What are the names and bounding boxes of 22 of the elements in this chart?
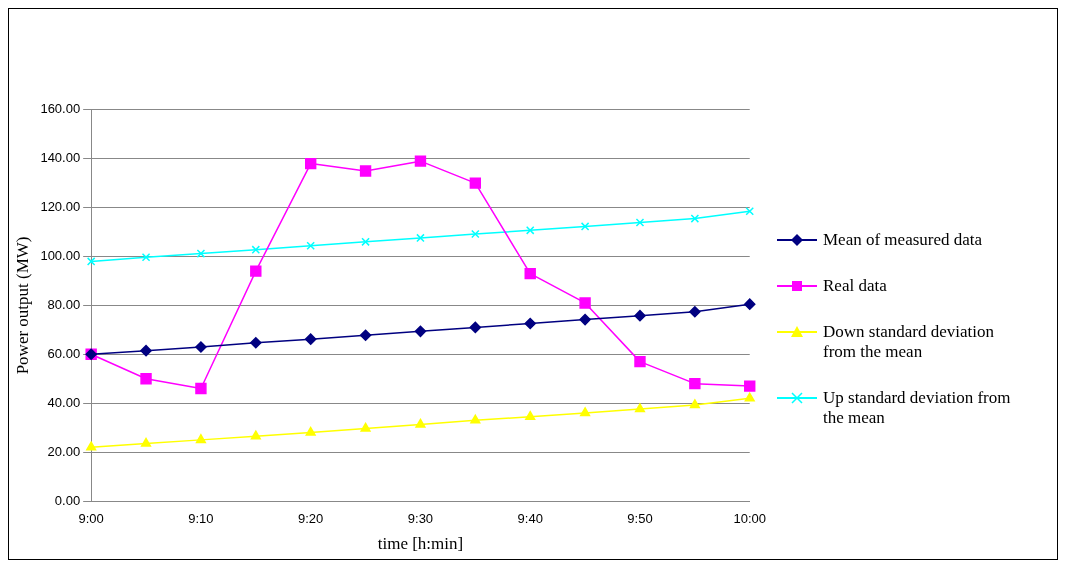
y-tick-label: 120.00 xyxy=(40,199,81,215)
x-tick-label: 9:40 xyxy=(517,511,543,527)
y-tick-label: 100.00 xyxy=(40,248,81,264)
y-tick-label: 60.00 xyxy=(47,345,81,361)
y-tick-label: 40.00 xyxy=(47,394,81,410)
y-tick-label: 20.00 xyxy=(47,443,81,459)
legend-label: Mean of measured data xyxy=(823,230,983,250)
y-tick-label: 140.00 xyxy=(40,150,81,166)
legend-label: Up standard deviation from the mean xyxy=(823,388,1012,428)
y-axis-title: Power output (MW) xyxy=(12,236,32,375)
y-tick-label: 160.00 xyxy=(40,101,81,117)
y-tick-label: 0.00 xyxy=(54,492,81,508)
x-tick-label: 9:10 xyxy=(188,511,214,527)
x-tick-label: 9:30 xyxy=(407,511,434,527)
legend-label: Real data xyxy=(823,276,887,296)
x-tick-label: 9:50 xyxy=(627,511,653,527)
x-tick-label: 9:00 xyxy=(78,511,104,527)
x-axis-title: time [h:min] xyxy=(377,534,464,554)
legend-label: Down standard deviation from the mean xyxy=(823,322,995,362)
x-tick-label: 10:00 xyxy=(733,511,767,527)
x-tick-label: 9:20 xyxy=(298,511,324,527)
y-tick-label: 80.00 xyxy=(47,296,81,312)
